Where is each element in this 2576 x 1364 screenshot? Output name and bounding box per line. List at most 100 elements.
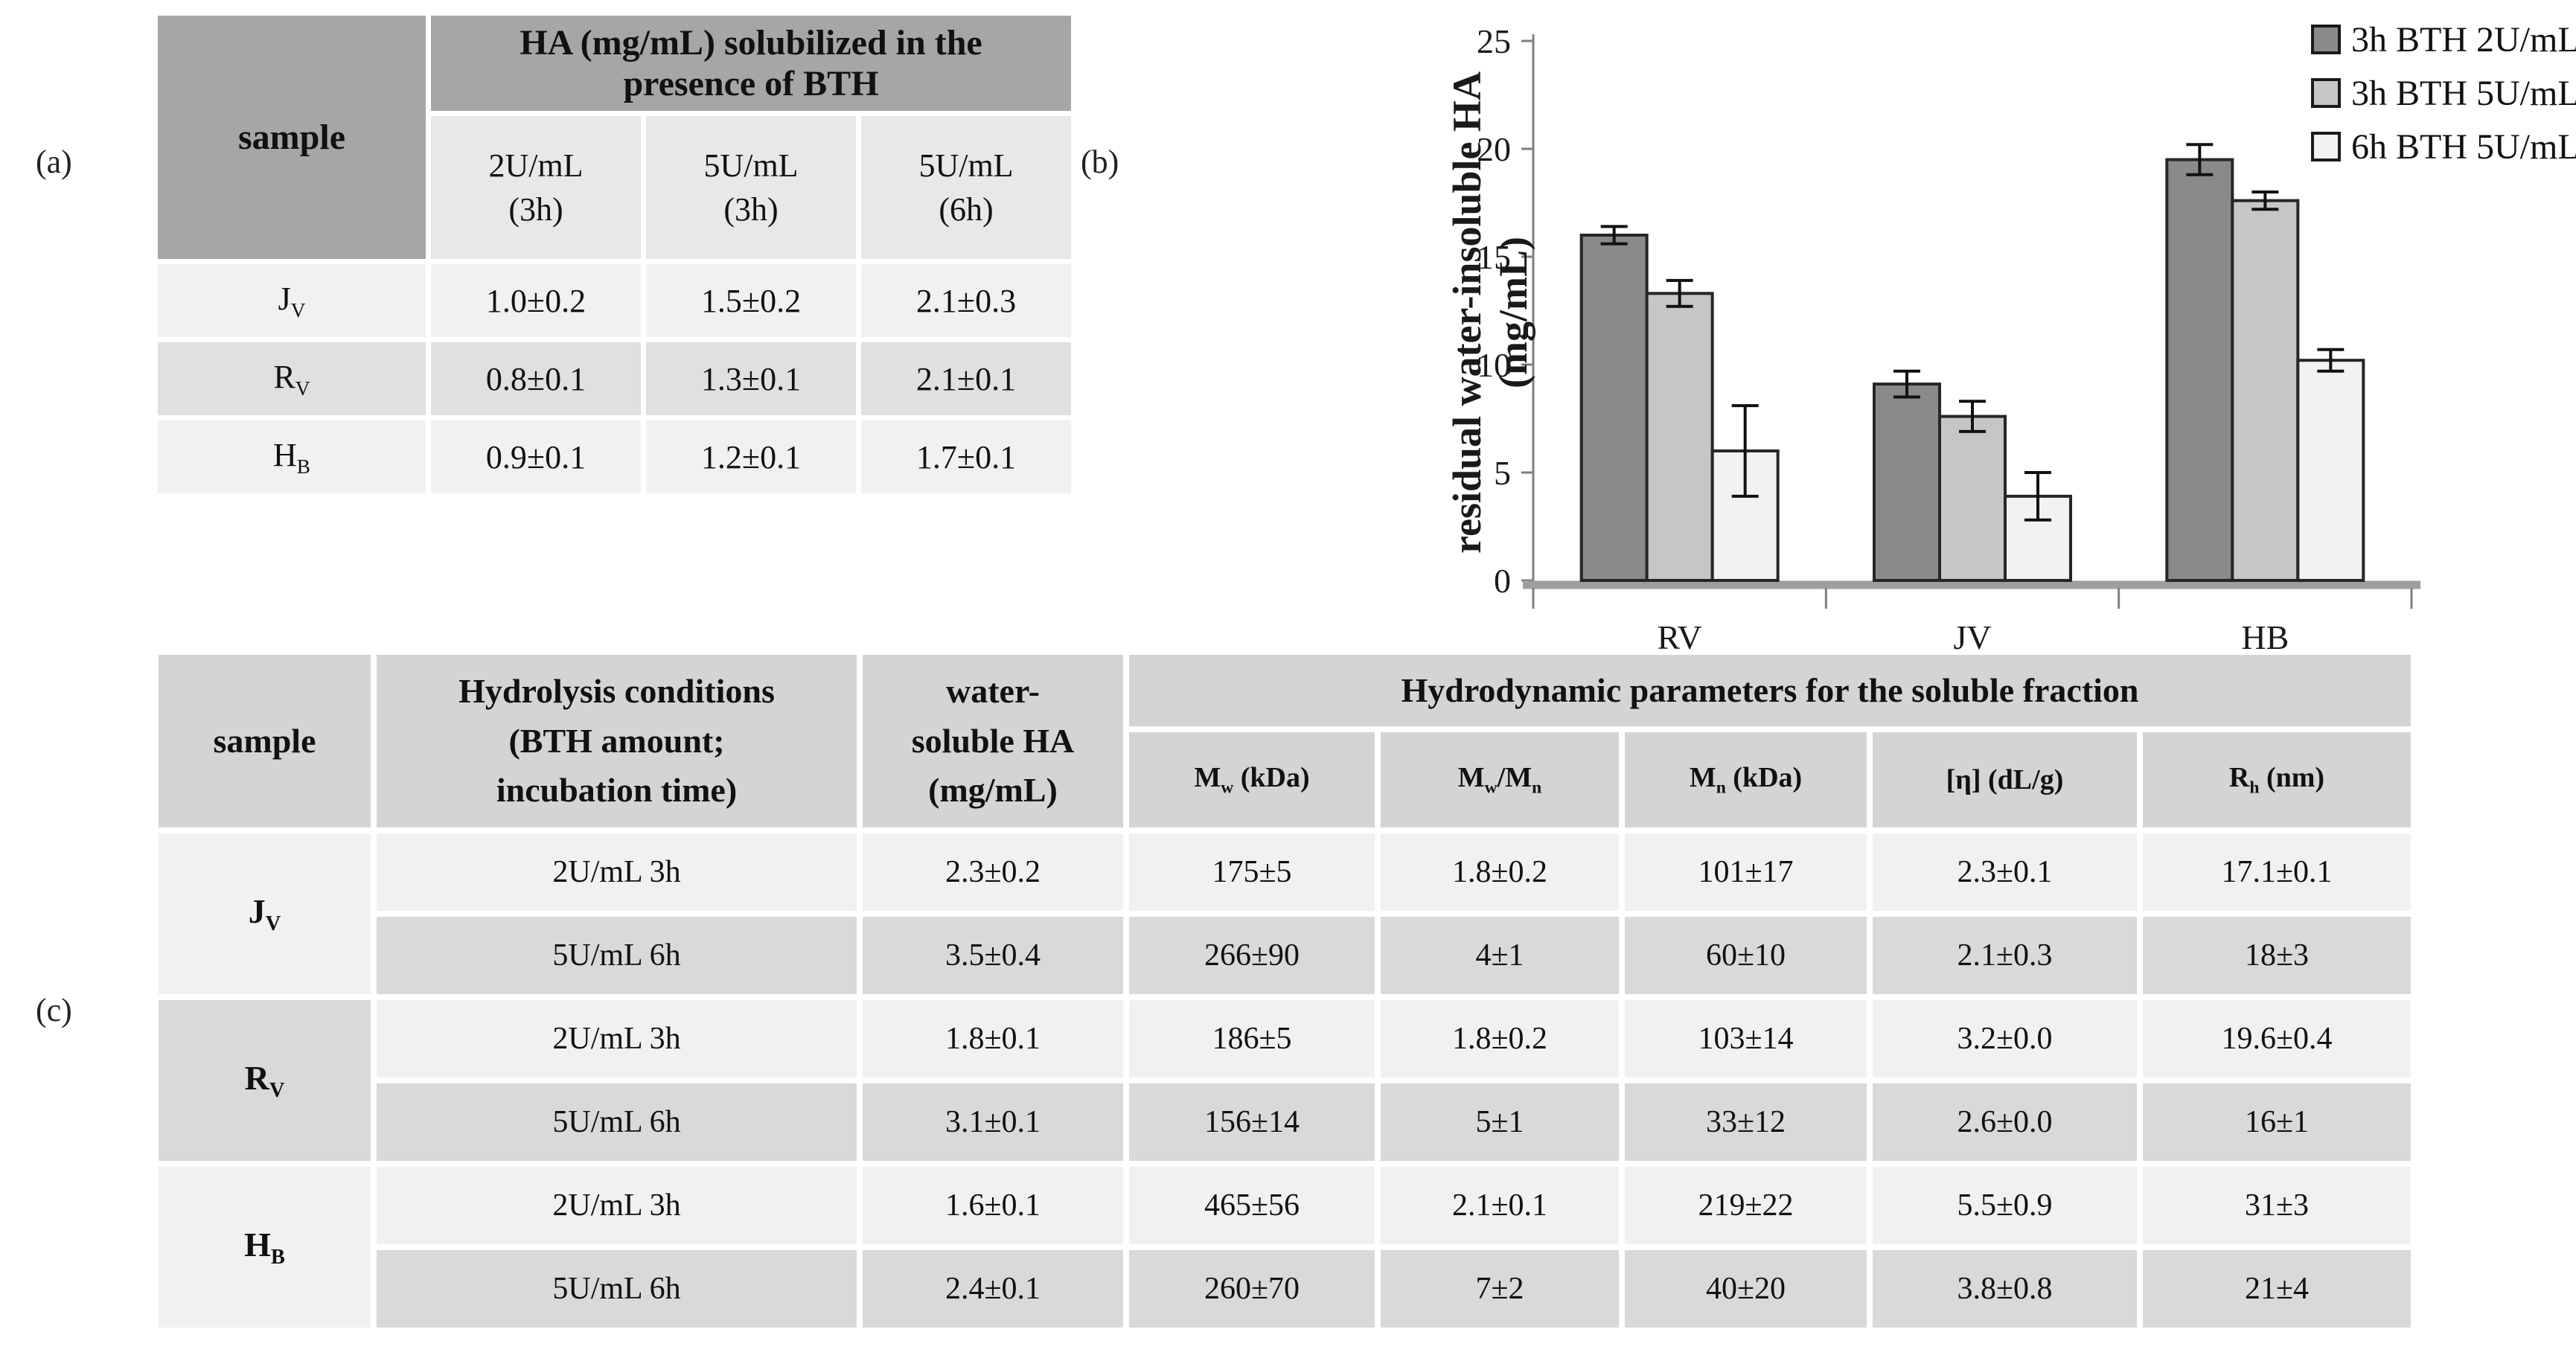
table-cell: 2.1±0.1 — [861, 342, 1071, 415]
table-cell: 1.3±0.1 — [646, 342, 856, 415]
table-c: sample Hydrolysis conditions (BTH amount… — [153, 649, 2417, 1333]
table-cell: 1.6±0.1 — [863, 1167, 1123, 1244]
table-c-soluble-header: water- soluble HA (mg/mL) — [863, 655, 1123, 827]
legend-swatch-icon — [2311, 132, 2341, 161]
table-cell: 21±4 — [2143, 1250, 2411, 1328]
table-cell: 2.3±0.1 — [1873, 833, 2137, 911]
table-cell: 3.2±0.0 — [1873, 1000, 2137, 1078]
param-header-mwmn: Mw/Mn — [1381, 732, 1619, 827]
table-a-condition-header: 2U/mL (3h) — [431, 116, 641, 259]
table-cell: 2U/mL 3h — [377, 833, 857, 911]
table-cell: 0.9±0.1 — [431, 420, 641, 493]
table-c-sample-cell: HB — [159, 1167, 371, 1328]
svg-text:HB: HB — [2241, 618, 2289, 656]
table-cell: 5U/mL 6h — [377, 917, 857, 994]
table-cell: 4±1 — [1381, 917, 1619, 994]
svg-text:5: 5 — [1494, 454, 1511, 492]
table-c-sample-cell: JV — [159, 833, 371, 994]
table-cell: 1.5±0.2 — [646, 264, 856, 337]
table-a-main-header-line1: HA (mg/mL) solubilized in the — [520, 23, 982, 63]
legend-item: 3h BTH 5U/mL — [2311, 73, 2576, 113]
table-cell: 5.5±0.9 — [1873, 1167, 2137, 1244]
legend-item: 6h BTH 5U/mL — [2311, 127, 2576, 167]
table-cell: 2.3±0.2 — [863, 833, 1123, 911]
table-a-sample-cell: HB — [158, 420, 426, 493]
table-cell: 465±56 — [1129, 1167, 1375, 1244]
panel-label-b: (b) — [1081, 144, 1119, 180]
table-cell: 3.5±0.4 — [863, 917, 1123, 994]
legend-label: 6h BTH 5U/mL — [2351, 127, 2576, 167]
table-cell: 101±17 — [1625, 833, 1867, 911]
table-a-sample-header: sample — [158, 16, 426, 259]
table-cell: 2.1±0.1 — [1381, 1167, 1619, 1244]
table-cell: 7±2 — [1381, 1250, 1619, 1328]
table-cell: 16±1 — [2143, 1083, 2411, 1161]
panel-label-a: (a) — [36, 144, 72, 180]
table-a-main-header: HA (mg/mL) solubilized in the presence o… — [431, 16, 1071, 111]
table-cell: 2.1±0.3 — [1873, 917, 2137, 994]
table-cell: 60±10 — [1625, 917, 1867, 994]
param-header-mw: Mw (kDa) — [1129, 732, 1375, 827]
table-cell: 5U/mL 6h — [377, 1250, 857, 1328]
table-cell: 1.8±0.2 — [1381, 1000, 1619, 1078]
table-c-sample-cell: RV — [159, 1000, 371, 1161]
table-cell: 1.8±0.1 — [863, 1000, 1123, 1078]
table-a-sample-cell: JV — [158, 264, 426, 337]
bar-chart: residual water-insoluble HA (mg/mL) 0 5 10… — [1303, 0, 2576, 670]
table-a: sample HA (mg/mL) solubilized in the pre… — [153, 10, 1076, 499]
table-cell: 1.2±0.1 — [646, 420, 856, 493]
svg-text:20: 20 — [1477, 130, 1511, 168]
param-header-eta: [η] (dL/g) — [1873, 732, 2137, 827]
table-a-sample-cell: RV — [158, 342, 426, 415]
table-c-hydrolysis-header: Hydrolysis conditions (BTH amount; incub… — [377, 655, 857, 827]
table-c-sample-header: sample — [159, 655, 371, 827]
table-cell: 18±3 — [2143, 917, 2411, 994]
table-cell: 19.6±0.4 — [2143, 1000, 2411, 1078]
table-cell: 17.1±0.1 — [2143, 833, 2411, 911]
chart-legend: 3h BTH 2U/mL 3h BTH 5U/mL 6h BTH 5U/mL — [2311, 19, 2576, 182]
legend-label: 3h BTH 5U/mL — [2351, 73, 2576, 113]
table-a-main-header-line2: presence of BTH — [623, 64, 879, 103]
panel-label-c: (c) — [36, 992, 72, 1028]
table-cell: 1.8±0.2 — [1381, 833, 1619, 911]
table-cell: 5U/mL 6h — [377, 1083, 857, 1161]
table-c-hydrodynamic-header: Hydrodynamic parameters for the soluble … — [1129, 655, 2411, 726]
svg-text:RV: RV — [1658, 618, 1702, 656]
table-cell: 5±1 — [1381, 1083, 1619, 1161]
table-cell: 3.8±0.8 — [1873, 1250, 2137, 1328]
table-cell: 33±12 — [1625, 1083, 1867, 1161]
legend-item: 3h BTH 2U/mL — [2311, 19, 2576, 60]
table-cell: 31±3 — [2143, 1167, 2411, 1244]
table-cell: 2.6±0.0 — [1873, 1083, 2137, 1161]
table-cell: 156±14 — [1129, 1083, 1375, 1161]
table-a-condition-header: 5U/mL (3h) — [646, 116, 856, 259]
bar-chart-plot: 0 5 10 15 20 25 RV JV HB — [1477, 22, 2420, 656]
table-cell: 40±20 — [1625, 1250, 1867, 1328]
table-cell: 186±5 — [1129, 1000, 1375, 1078]
param-header-mn: Mn (kDa) — [1625, 732, 1867, 827]
table-cell: 2U/mL 3h — [377, 1167, 857, 1244]
table-cell: 103±14 — [1625, 1000, 1867, 1078]
legend-swatch-icon — [2311, 78, 2341, 108]
table-cell: 175±5 — [1129, 833, 1375, 911]
table-cell: 1.0±0.2 — [431, 264, 641, 337]
table-cell: 2U/mL 3h — [377, 1000, 857, 1078]
svg-text:25: 25 — [1477, 22, 1511, 60]
svg-text:JV: JV — [1953, 618, 1991, 656]
param-header-rh: Rh (nm) — [2143, 732, 2411, 827]
table-a-condition-header: 5U/mL (6h) — [861, 116, 1071, 259]
svg-text:10: 10 — [1477, 346, 1511, 384]
y-axis-title: residual water-insoluble HA (mg/mL) — [1445, 71, 1536, 554]
svg-text:0: 0 — [1494, 562, 1511, 600]
table-cell: 3.1±0.1 — [863, 1083, 1123, 1161]
table-cell: 1.7±0.1 — [861, 420, 1071, 493]
legend-swatch-icon — [2311, 25, 2341, 54]
table-cell: 266±90 — [1129, 917, 1375, 994]
table-cell: 0.8±0.1 — [431, 342, 641, 415]
svg-text:15: 15 — [1477, 238, 1511, 276]
legend-label: 3h BTH 2U/mL — [2351, 19, 2576, 60]
table-cell: 2.4±0.1 — [863, 1250, 1123, 1328]
table-cell: 2.1±0.3 — [861, 264, 1071, 337]
table-cell: 260±70 — [1129, 1250, 1375, 1328]
